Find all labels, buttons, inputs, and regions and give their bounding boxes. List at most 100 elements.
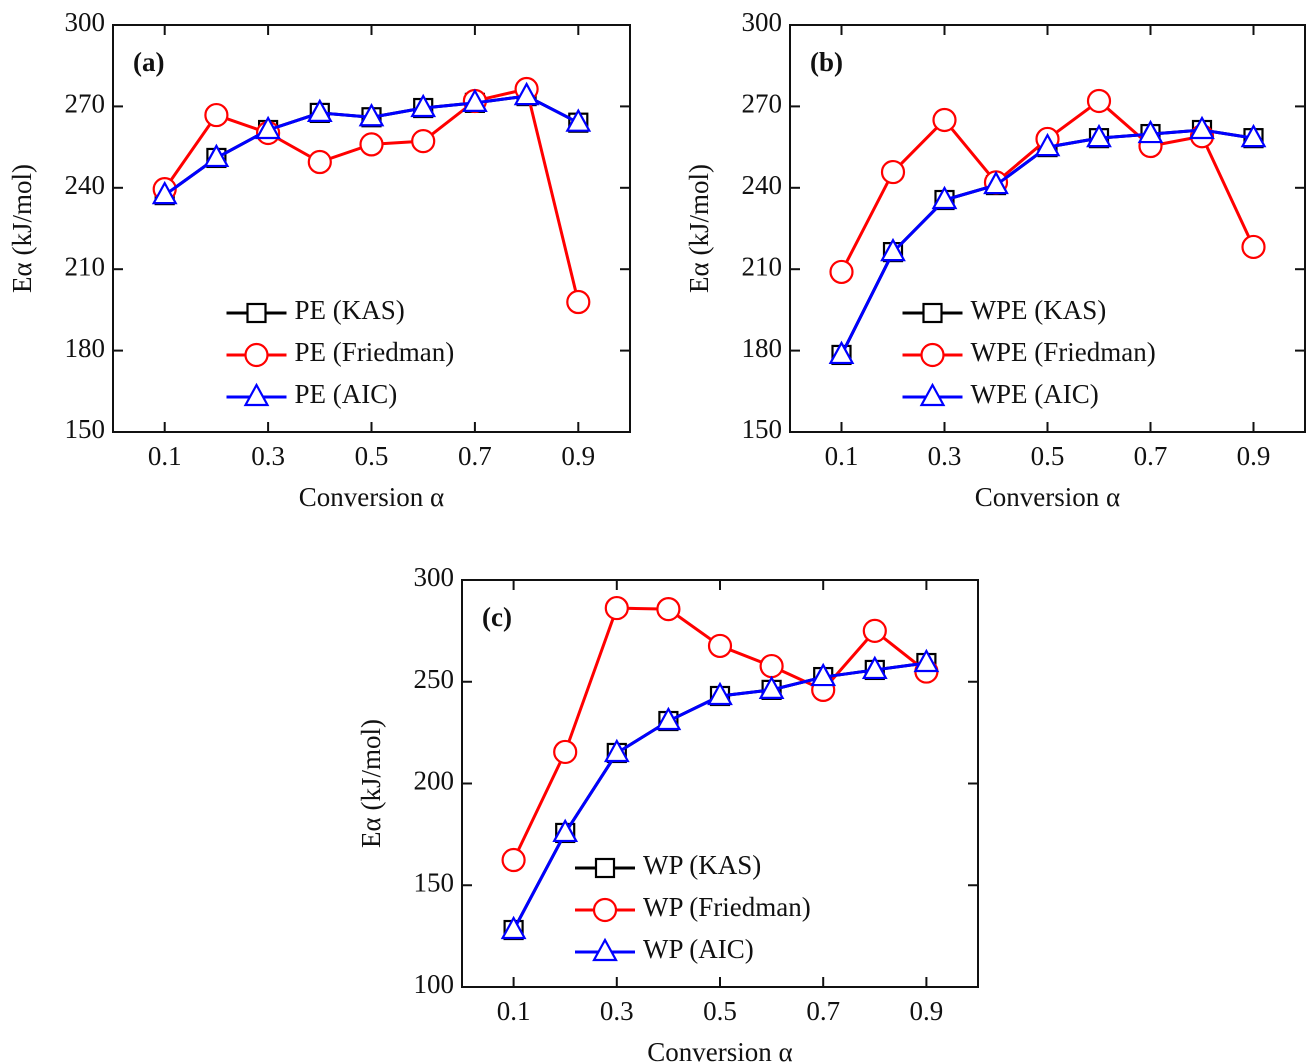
marker bbox=[255, 115, 281, 140]
panel: 150 180 210 240 270 300 0.1 0.3 0.5 0.7 0.9 Convers… bbox=[7, 7, 631, 512]
marker bbox=[861, 655, 888, 680]
marker bbox=[707, 633, 733, 659]
marker bbox=[828, 340, 855, 365]
panel-label: (c) bbox=[482, 602, 512, 632]
marker bbox=[880, 237, 906, 262]
x-tick-label: 0.1 bbox=[497, 996, 531, 1026]
marker bbox=[1086, 88, 1112, 114]
y-tick-label: 250 bbox=[414, 664, 455, 694]
y-tick-label: 270 bbox=[742, 89, 783, 119]
marker bbox=[1034, 132, 1061, 157]
x-axis-title: Conversion α bbox=[647, 1037, 792, 1063]
marker bbox=[410, 93, 437, 118]
y-tick-label: 150 bbox=[414, 867, 455, 897]
x-tick-label: 0.9 bbox=[1237, 441, 1271, 471]
x-axis-title: Conversion α bbox=[299, 482, 444, 512]
marker bbox=[203, 143, 230, 168]
x-tick-label: 0.7 bbox=[806, 996, 840, 1026]
marker bbox=[359, 132, 384, 157]
plot-frame bbox=[461, 579, 979, 988]
y-tick-label: 240 bbox=[742, 170, 783, 200]
y-tick-label: 300 bbox=[414, 562, 455, 592]
y-tick-label: 180 bbox=[742, 333, 783, 363]
marker bbox=[758, 675, 785, 699]
marker bbox=[880, 159, 906, 185]
marker bbox=[932, 107, 957, 133]
marker bbox=[913, 648, 940, 673]
marker bbox=[565, 108, 592, 132]
marker bbox=[204, 102, 229, 128]
y-tick-label: 210 bbox=[65, 251, 106, 281]
plot-frame bbox=[112, 24, 631, 433]
legend-marker bbox=[246, 302, 267, 324]
panel: 100 150 200 250 300 0.1 0.3 0.5 0.7 0.9 Conversion… bbox=[356, 562, 979, 1063]
x-tick-label: 0.5 bbox=[703, 996, 737, 1026]
y-tick-label: 150 bbox=[742, 414, 783, 444]
series-line bbox=[840, 99, 1255, 273]
x-tick-label: 0.7 bbox=[458, 441, 492, 471]
legend-label: PE (Friedman) bbox=[295, 337, 455, 367]
marker bbox=[151, 180, 178, 205]
panel: 150 180 210 240 270 300 0.1 0.3 0.5 0.7 0.9 Convers… bbox=[684, 7, 1306, 512]
marker bbox=[759, 653, 784, 679]
marker bbox=[500, 915, 527, 940]
marker bbox=[656, 597, 681, 622]
legend-marker bbox=[243, 382, 270, 407]
y-tick-label: 150 bbox=[65, 414, 106, 444]
x-tick-label: 0.3 bbox=[928, 441, 962, 471]
marker bbox=[513, 81, 540, 106]
legend-label: WPE (AIC) bbox=[971, 379, 1099, 409]
y-axis-title: Eα (kJ/mol) bbox=[684, 164, 714, 293]
marker bbox=[411, 129, 436, 154]
x-tick-label: 0.3 bbox=[600, 996, 634, 1026]
marker bbox=[358, 102, 385, 127]
x-tick-label: 0.1 bbox=[148, 441, 182, 471]
marker bbox=[931, 185, 958, 210]
y-tick-label: 300 bbox=[65, 7, 106, 37]
marker bbox=[1137, 119, 1164, 144]
x-axis-title: Conversion α bbox=[975, 482, 1120, 512]
x-tick-label: 0.3 bbox=[251, 441, 285, 471]
marker bbox=[566, 289, 591, 315]
marker bbox=[1241, 234, 1266, 260]
marker bbox=[306, 98, 333, 123]
marker bbox=[862, 618, 887, 643]
marker bbox=[552, 818, 579, 843]
y-axis-title: Eα (kJ/mol) bbox=[356, 719, 386, 848]
legend-label: WP (KAS) bbox=[643, 850, 761, 880]
x-tick-label: 0.5 bbox=[355, 441, 389, 471]
x-tick-label: 0.9 bbox=[561, 441, 595, 471]
x-tick-label: 0.9 bbox=[910, 996, 944, 1026]
marker bbox=[707, 681, 733, 706]
y-axis-title: Eα (kJ/mol) bbox=[7, 164, 37, 293]
y-tick-label: 240 bbox=[65, 170, 106, 200]
marker bbox=[604, 595, 629, 621]
legend-marker bbox=[244, 342, 269, 368]
legend-label: WPE (Friedman) bbox=[971, 337, 1156, 367]
panel-label: (b) bbox=[810, 47, 843, 77]
marker bbox=[1086, 123, 1112, 148]
x-tick-label: 0.5 bbox=[1031, 441, 1065, 471]
legend-marker bbox=[922, 302, 943, 324]
marker bbox=[462, 88, 488, 112]
legend-marker bbox=[919, 382, 946, 407]
marker bbox=[983, 170, 1009, 195]
legend-label: WPE (KAS) bbox=[971, 295, 1107, 325]
legend-label: PE (AIC) bbox=[295, 379, 398, 409]
legend-label: WP (AIC) bbox=[643, 934, 754, 964]
legend-label: WP (Friedman) bbox=[643, 892, 811, 922]
legend-marker bbox=[592, 937, 618, 962]
legend-marker bbox=[920, 342, 945, 368]
marker bbox=[810, 662, 837, 687]
legend-marker bbox=[594, 857, 616, 879]
y-tick-label: 180 bbox=[65, 333, 106, 363]
legend-label: PE (KAS) bbox=[295, 295, 405, 325]
marker bbox=[307, 149, 332, 175]
marker bbox=[553, 739, 578, 765]
y-tick-label: 200 bbox=[414, 766, 455, 796]
legend-marker bbox=[592, 897, 618, 923]
marker bbox=[829, 259, 854, 285]
x-tick-label: 0.1 bbox=[825, 441, 859, 471]
marker bbox=[1240, 123, 1267, 148]
marker bbox=[501, 847, 526, 873]
